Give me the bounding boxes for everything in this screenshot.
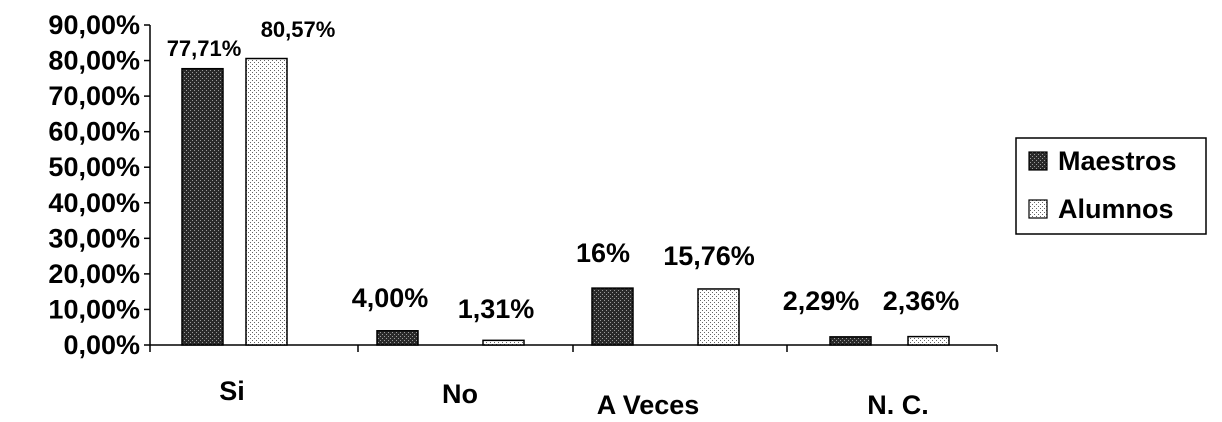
- y-tick-label: 80,00%: [48, 46, 140, 76]
- legend-label-maestros: Maestros: [1058, 146, 1177, 176]
- bar-alumnos-1: [482, 339, 525, 346]
- legend-swatch-maestros: [1028, 151, 1048, 171]
- data-label-maestros-2: 16%: [576, 238, 630, 268]
- y-axis: 0,00% 10,00% 20,00% 30,00% 40,00% 50,00% 60,00…: [48, 10, 151, 360]
- data-label-maestros-0: 77,71%: [167, 36, 242, 61]
- data-label-alumnos-2: 15,76%: [663, 241, 755, 271]
- bar-alumnos-2: [697, 288, 740, 346]
- legend-box: [1015, 137, 1207, 235]
- bar-alumnos-3: [907, 335, 950, 346]
- legend-swatch-alumnos: [1028, 199, 1048, 219]
- y-tick-label: 20,00%: [48, 259, 140, 289]
- y-tick-label: 0,00%: [63, 330, 140, 360]
- y-tick-label: 90,00%: [48, 10, 140, 40]
- data-label-maestros-1: 4,00%: [352, 283, 429, 313]
- x-category-label: N. C.: [867, 390, 929, 420]
- y-tick-label: 70,00%: [48, 81, 140, 111]
- data-labels: 77,71% 4,00% 16% 2,29% 80,57% 1,31% 15,76% 2,36…: [167, 17, 960, 324]
- data-label-maestros-3: 2,29%: [783, 286, 860, 316]
- y-tick-label: 50,00%: [48, 152, 140, 182]
- bar-maestros-1: [376, 330, 419, 346]
- y-tick-label: 30,00%: [48, 223, 140, 253]
- y-tick-label: 10,00%: [48, 294, 140, 324]
- bar-maestros-3: [829, 336, 872, 346]
- legend-label-alumnos: Alumnos: [1058, 194, 1174, 224]
- bars: [181, 57, 950, 346]
- data-label-alumnos-3: 2,36%: [883, 286, 960, 316]
- x-axis: Si No A Veces N. C.: [149, 344, 998, 420]
- bar-maestros-0: [181, 67, 224, 346]
- x-category-label: A Veces: [597, 390, 700, 420]
- y-tick-label: 40,00%: [48, 188, 140, 218]
- bar-alumnos-0: [245, 57, 288, 346]
- bar-maestros-2: [591, 287, 634, 346]
- data-label-alumnos-0: 80,57%: [261, 17, 336, 42]
- data-label-alumnos-1: 1,31%: [458, 294, 535, 324]
- x-category-label: Si: [219, 376, 245, 406]
- y-tick-label: 60,00%: [48, 117, 140, 147]
- x-category-label: No: [442, 379, 478, 409]
- legend: Maestros Alumnos: [1015, 137, 1207, 235]
